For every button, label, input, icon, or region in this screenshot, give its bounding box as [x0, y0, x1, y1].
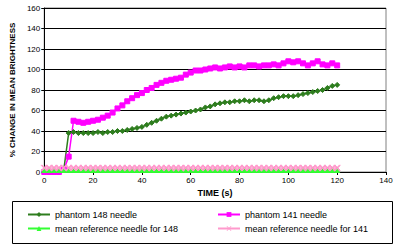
svg-text:mean reference needle for 148: mean reference needle for 148	[55, 224, 178, 234]
svg-text:60: 60	[31, 106, 40, 115]
svg-text:phantom 141 needle: phantom 141 needle	[245, 210, 327, 220]
svg-text:20: 20	[31, 147, 40, 156]
svg-text:mean reference needle for 141: mean reference needle for 141	[245, 224, 368, 234]
svg-text:100: 100	[282, 176, 296, 185]
svg-text:% CHANGE IN MEAN BRIGHTNESS: % CHANGE IN MEAN BRIGHTNESS	[8, 22, 17, 157]
svg-text:60: 60	[186, 176, 195, 185]
svg-text:80: 80	[31, 86, 40, 95]
svg-text:140: 140	[379, 176, 393, 185]
svg-text:20: 20	[89, 176, 98, 185]
svg-text:120: 120	[27, 45, 41, 54]
svg-text:80: 80	[235, 176, 244, 185]
svg-text:120: 120	[330, 176, 344, 185]
svg-text:40: 40	[137, 176, 146, 185]
svg-text:100: 100	[27, 65, 41, 74]
svg-text:TIME (s): TIME (s)	[198, 188, 233, 198]
svg-text:0: 0	[42, 176, 47, 185]
svg-text:40: 40	[31, 127, 40, 136]
svg-text:160: 160	[27, 4, 41, 13]
svg-text:0: 0	[36, 168, 41, 177]
svg-text:phantom 148 needle: phantom 148 needle	[55, 210, 137, 220]
svg-text:140: 140	[27, 24, 41, 33]
